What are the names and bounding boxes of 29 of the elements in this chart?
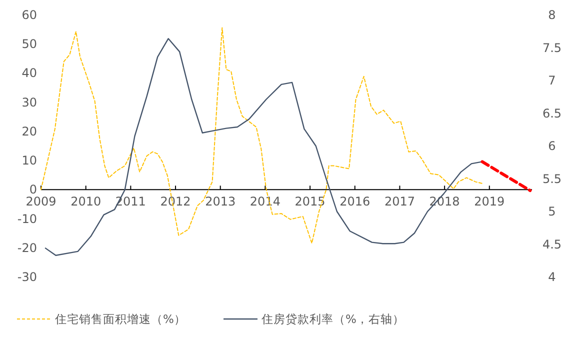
y2-tick-label: 6 xyxy=(548,139,556,153)
y2-tick-label: 6.5 xyxy=(542,106,562,120)
y2-tick-label: 8 xyxy=(548,8,556,22)
x-tick-label: 2009 xyxy=(26,194,56,209)
y-tick-label: 0 xyxy=(29,182,37,197)
y-tick-label: -30 xyxy=(17,270,37,284)
y2-tick-label: 7 xyxy=(548,74,556,88)
y-tick-label: -10 xyxy=(17,212,37,226)
y2-tick-label: 7.5 xyxy=(542,40,562,55)
y2-tick-label: 5.5 xyxy=(542,172,562,186)
legend-label: 住房贷款利率（%，右轴） xyxy=(260,312,404,326)
x-tick-label: 2017 xyxy=(384,194,415,209)
y-tick-label: 60 xyxy=(22,8,37,22)
x-tick-label: 2016 xyxy=(340,194,370,209)
x-tick-label: 2012 xyxy=(160,194,191,209)
x-tick-label: 2019 xyxy=(474,194,505,209)
y-tick-label: 40 xyxy=(22,66,37,80)
x-tick-label: 2013 xyxy=(205,194,236,209)
x-tick-label: 2015 xyxy=(294,194,326,209)
y2-tick-label: 4.5 xyxy=(542,237,562,252)
legend-label: 住宅销售面积增速（%） xyxy=(54,312,186,326)
y-tick-label: 30 xyxy=(22,95,37,110)
y2-tick-label: 5 xyxy=(548,204,556,218)
y-tick-label: 10 xyxy=(22,154,37,168)
y-tick-label: 20 xyxy=(22,124,37,138)
y-tick-label: 50 xyxy=(22,37,37,52)
x-tick-label: 2010 xyxy=(70,194,102,209)
y-tick-label: -20 xyxy=(17,240,37,255)
y2-tick-label: 4 xyxy=(548,270,556,284)
